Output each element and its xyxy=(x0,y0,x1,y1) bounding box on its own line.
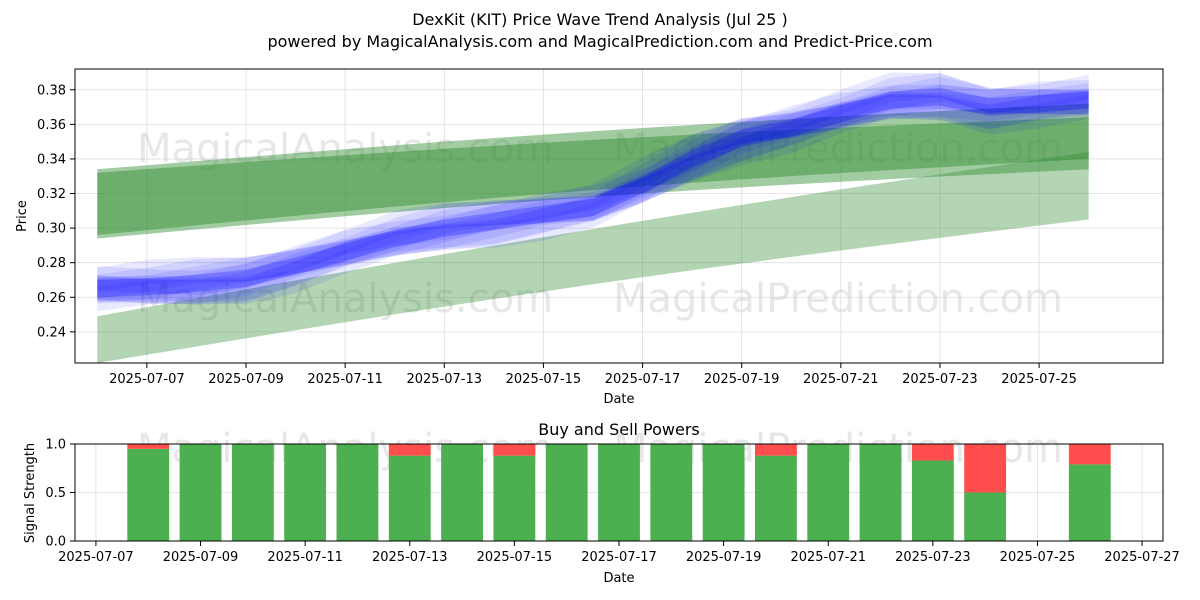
price-watermarks: MagicalAnalysis.com MagicalPrediction.com… xyxy=(137,126,1063,322)
buy-power-bar xyxy=(911,460,954,541)
buy-power-bar xyxy=(755,455,797,541)
price-x-tick-label: 2025-07-15 xyxy=(506,372,582,387)
price-y-tick-label: 0.36 xyxy=(37,118,66,133)
blue-price-wave-band xyxy=(97,72,1089,292)
buy-power-bar xyxy=(127,448,170,541)
buy-power-bar xyxy=(702,444,745,541)
blue-price-wave-band xyxy=(97,89,1089,305)
price-axes-frame xyxy=(74,68,1164,364)
price-x-label: Date xyxy=(603,392,634,407)
signal-x-tick-label: 2025-07-17 xyxy=(581,550,657,565)
price-x-tick-label: 2025-07-19 xyxy=(704,372,780,387)
price-x-tick-label: 2025-07-23 xyxy=(902,372,978,387)
price-x-tick-label: 2025-07-07 xyxy=(109,372,185,387)
buy-power-bar xyxy=(336,444,379,541)
buy-power-bar xyxy=(284,444,327,541)
price-plot-area xyxy=(97,72,1089,363)
signal-x-tick-label: 2025-07-13 xyxy=(372,550,448,565)
signal-x-tick-label: 2025-07-19 xyxy=(686,550,762,565)
buy-power-bar xyxy=(807,444,850,541)
buy-power-bar xyxy=(388,455,431,541)
sell-power-bar xyxy=(388,444,431,456)
sell-power-bar xyxy=(755,444,797,456)
buy-power-bar xyxy=(964,492,1007,541)
sell-power-bar xyxy=(1068,444,1111,465)
buy-power-bar xyxy=(859,444,902,541)
blue-price-wave-band xyxy=(97,88,1089,303)
price-ticks: 2025-07-07 2025-07-09 2025-07-11 2025-07-13… xyxy=(37,83,1077,387)
buy-power-bar xyxy=(598,444,640,541)
green-trend-band xyxy=(97,103,1089,239)
price-y-tick-label: 0.32 xyxy=(37,187,66,202)
buy-power-bar xyxy=(1068,464,1111,541)
blue-price-wave-band xyxy=(97,80,1089,296)
price-x-tick-label: 2025-07-25 xyxy=(1001,372,1077,387)
signal-x-tick-label: 2025-07-15 xyxy=(477,550,553,565)
watermark-text: MagicalAnalysis.com xyxy=(137,126,553,172)
price-y-tick-label: 0.30 xyxy=(37,222,66,237)
blue-price-wave-band xyxy=(97,89,1089,305)
price-y-tick-label: 0.38 xyxy=(37,83,66,98)
price-x-tick-label: 2025-07-09 xyxy=(208,372,284,387)
signal-x-tick-label: 2025-07-25 xyxy=(1000,550,1076,565)
price-y-label: Price xyxy=(15,200,30,232)
signal-x-tick-label: 2025-07-27 xyxy=(1104,550,1180,565)
signal-plot-area xyxy=(127,444,1111,541)
green-trend-band xyxy=(97,152,1089,363)
signal-ticks: 2025-07-07 2025-07-09 2025-07-11 2025-07-13… xyxy=(45,438,1180,566)
price-y-tick-label: 0.26 xyxy=(37,291,66,306)
signal-x-tick-label: 2025-07-09 xyxy=(163,550,239,565)
price-y-tick-label: 0.34 xyxy=(37,152,66,167)
green-trend-band xyxy=(97,117,1089,236)
blue-price-wave-core xyxy=(97,88,1089,298)
signal-title: Buy and Sell Powers xyxy=(538,420,700,439)
sell-power-bar xyxy=(127,444,170,449)
chart-title: DexKit (KIT) Price Wave Trend Analysis (… xyxy=(412,10,788,29)
buy-power-bar xyxy=(493,455,536,541)
signal-x-tick-label: 2025-07-21 xyxy=(790,550,866,565)
sell-power-bar xyxy=(911,444,954,461)
blue-price-wave-band xyxy=(97,93,1089,312)
sell-power-bar xyxy=(493,444,536,456)
price-grid xyxy=(75,69,1163,363)
signal-y-tick-label: 1.0 xyxy=(45,438,66,453)
signal-y-label: Signal Strength xyxy=(23,443,38,543)
buy-power-bar xyxy=(650,444,693,541)
watermark-text: MagicalPrediction.com xyxy=(613,276,1063,322)
price-y-tick-label: 0.24 xyxy=(37,325,66,340)
price-x-tick-label: 2025-07-11 xyxy=(307,372,383,387)
price-x-tick-label: 2025-07-13 xyxy=(406,372,482,387)
buy-power-bar xyxy=(441,444,483,541)
chart-subtitle: powered by MagicalAnalysis.com and Magic… xyxy=(267,32,933,51)
signal-x-tick-label: 2025-07-07 xyxy=(58,550,134,565)
buy-power-bar xyxy=(179,444,222,541)
signal-y-tick-label: 0.5 xyxy=(45,486,66,501)
price-x-tick-label: 2025-07-21 xyxy=(803,372,879,387)
buy-power-bar xyxy=(231,444,274,541)
price-y-tick-label: 0.28 xyxy=(37,256,66,271)
signal-x-label: Date xyxy=(603,571,634,586)
blue-price-wave-band xyxy=(97,76,1089,302)
blue-price-wave-band xyxy=(97,84,1089,304)
signal-x-tick-label: 2025-07-23 xyxy=(895,550,971,565)
signal-x-tick-label: 2025-07-11 xyxy=(267,550,343,565)
sell-power-bar xyxy=(964,444,1007,493)
buy-power-bar xyxy=(545,444,588,541)
watermark-text: MagicalPrediction.com xyxy=(613,126,1063,172)
watermark-text: MagicalAnalysis.com xyxy=(137,276,553,322)
signal-y-tick-label: 0.0 xyxy=(45,535,66,550)
blue-price-wave-band xyxy=(97,72,1089,299)
price-x-tick-label: 2025-07-17 xyxy=(605,372,681,387)
